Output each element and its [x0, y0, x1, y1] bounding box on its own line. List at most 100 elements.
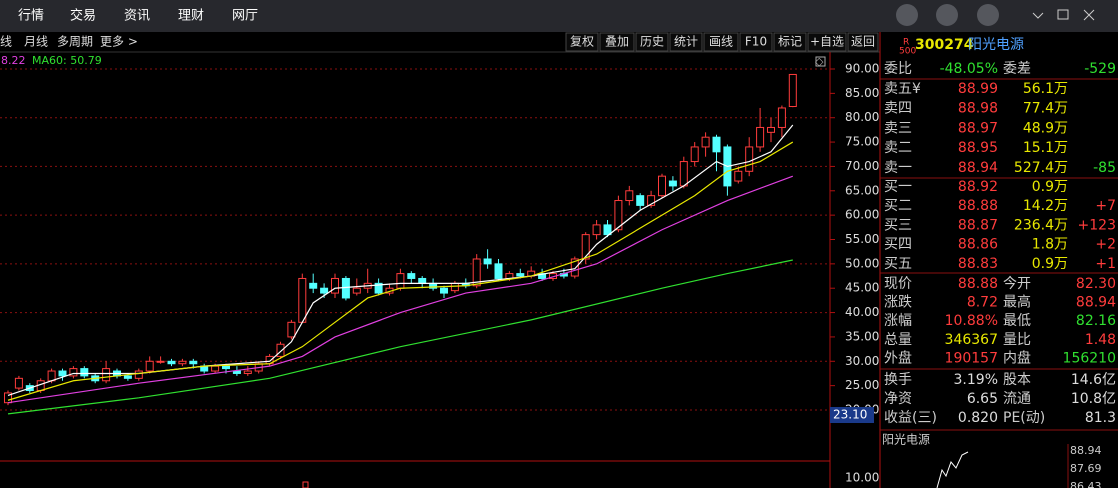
candle-body — [712, 136, 721, 153]
y-tick-label: 85.00 — [845, 86, 879, 100]
quote-cell: -85 — [1093, 160, 1116, 176]
candle-body — [374, 282, 383, 294]
quote-cell: 8.72 — [967, 295, 998, 311]
quote-cell: 81.3 — [1085, 410, 1116, 426]
candle-body — [396, 273, 405, 289]
candle-body — [494, 263, 503, 279]
candle-body — [80, 368, 89, 377]
candle-body — [222, 365, 230, 370]
candle-body — [58, 370, 67, 377]
toolbar-button[interactable] — [599, 32, 635, 52]
quote-cell: 涨跌 — [884, 295, 912, 311]
price-marker: 23.10 — [833, 408, 867, 422]
candle-body — [756, 126, 765, 148]
candle-body — [102, 368, 111, 382]
quote-cell: 内盘 — [1003, 349, 1031, 366]
toolbar-label[interactable]: 统计 — [674, 35, 698, 49]
icon-support[interactable] — [896, 4, 918, 26]
quote-cell: 14.2万 — [1023, 198, 1068, 214]
y-tick-label: 80.00 — [845, 110, 879, 124]
icon-tools[interactable] — [936, 4, 958, 26]
toolbar-button[interactable] — [565, 32, 599, 52]
toolbar-label[interactable]: 返回 — [851, 35, 875, 49]
quote-cell: -529 — [1084, 61, 1116, 77]
candle-body — [418, 277, 427, 284]
toolbar-label[interactable]: 画线 — [709, 35, 733, 49]
toolbar-button[interactable] — [773, 32, 807, 52]
price-marker-box — [830, 407, 874, 423]
icon-settings[interactable] — [977, 4, 999, 26]
y-tick-label: 55.00 — [845, 232, 879, 246]
period-tab[interactable]: 更多 > — [100, 35, 138, 49]
period-tab[interactable]: 线 — [0, 35, 12, 49]
quote-cell: 15.1万 — [1023, 140, 1068, 156]
btn-min[interactable] — [1057, 9, 1069, 20]
y-tick-label: 25.00 — [845, 378, 879, 392]
icon-diamond[interactable]: ◇ — [815, 55, 824, 68]
candle-body — [603, 224, 612, 236]
toolbar-button[interactable] — [739, 32, 773, 52]
toolbar-label[interactable]: +自选 — [810, 35, 844, 49]
quote-cell: 卖五¥ — [884, 81, 921, 97]
quote-cell: 88.88 — [958, 198, 998, 214]
quote-cell: 56.1万 — [1023, 81, 1068, 97]
toolbar-button[interactable] — [635, 32, 669, 52]
candle-body — [287, 321, 296, 338]
candle-body — [592, 224, 601, 236]
window-icons — [896, 4, 1095, 26]
candle-body — [483, 258, 492, 265]
mini-label: 86.43 — [1070, 480, 1102, 488]
badge: 500 — [899, 47, 916, 57]
candle-body — [298, 277, 307, 323]
quote-cell: 收益(三) — [884, 410, 937, 426]
candle-body — [647, 195, 656, 206]
ma-legend: 58.22 — [0, 54, 26, 67]
toolbar-label[interactable]: F10 — [745, 35, 767, 49]
btn-close[interactable] — [1083, 9, 1095, 21]
quote-cell: 卖二 — [884, 140, 912, 156]
y-tick-label: 60.00 — [845, 208, 879, 222]
candle-body — [516, 273, 525, 277]
candle-body — [189, 360, 198, 365]
toolbar-label[interactable]: 标记 — [778, 35, 802, 49]
quote-cell: 量比 — [1003, 332, 1031, 348]
quote-cell: +1 — [1095, 256, 1116, 272]
candle-body — [679, 161, 688, 187]
period-tab[interactable]: 月线 — [24, 35, 48, 49]
candle-body — [14, 377, 23, 389]
quote-cell: 最高 — [1003, 294, 1031, 311]
toolbar-label[interactable]: 复权 — [570, 35, 594, 49]
quote-cell: 88.92 — [958, 179, 998, 195]
candle-body — [625, 190, 634, 202]
stock-name: 阳光电源 — [968, 37, 1024, 53]
quote-cell: -48.05% — [940, 61, 998, 77]
quote-cell: 88.95 — [958, 140, 998, 156]
candle-body — [47, 370, 56, 382]
toolbar-label[interactable]: 历史 — [640, 35, 664, 49]
menu-item[interactable]: 理财 — [178, 9, 204, 24]
menu-item[interactable]: 行情 — [18, 9, 44, 24]
toolbar-button[interactable] — [847, 32, 879, 52]
quote-cell: 3.19% — [954, 372, 998, 388]
quote-cell: 10.8亿 — [1071, 391, 1116, 407]
menu-item[interactable]: 资讯 — [124, 9, 150, 24]
menu-item[interactable]: 交易 — [70, 8, 96, 24]
menu-item[interactable]: 网厅 — [232, 9, 258, 24]
candle-body — [745, 146, 754, 172]
y-tick-label: 40.00 — [845, 305, 879, 319]
quote-cell: 88.87 — [958, 217, 998, 233]
quote-cell: 委比 — [884, 61, 912, 77]
quote-cell: 88.94 — [958, 160, 998, 176]
quote-cell: 88.83 — [958, 256, 998, 272]
period-tab[interactable]: 多周期 — [57, 35, 93, 49]
toolbar-button[interactable] — [807, 32, 847, 52]
toolbar-button[interactable] — [669, 32, 703, 52]
y-tick-label: 35.00 — [845, 329, 879, 343]
toolbar-button[interactable] — [703, 32, 739, 52]
toolbar-label[interactable]: 叠加 — [605, 35, 629, 49]
icon-box[interactable] — [815, 56, 826, 67]
quote-cell: 净资 — [884, 391, 912, 407]
btn-menu[interactable] — [1032, 12, 1044, 19]
candle-body — [69, 368, 78, 377]
quote-cell: 今开 — [1003, 276, 1031, 292]
